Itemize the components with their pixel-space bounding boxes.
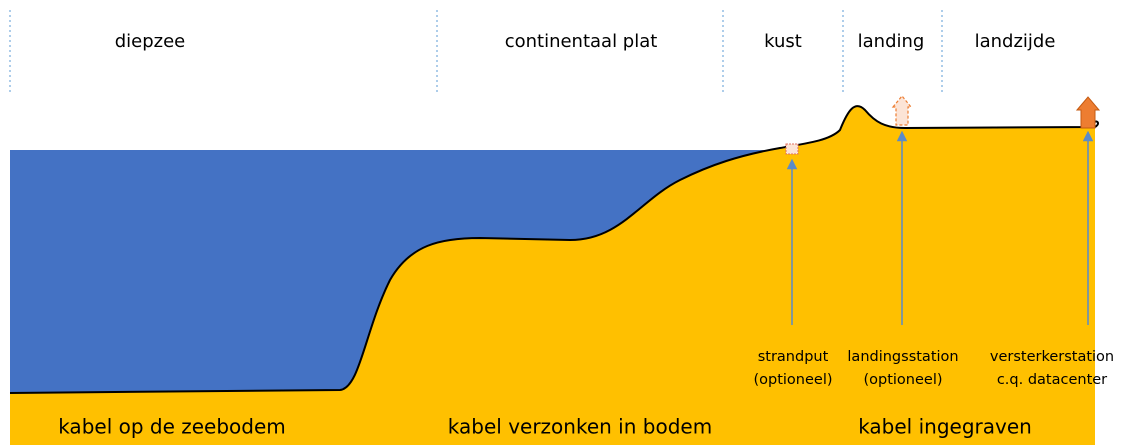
zone-label: landzijde (975, 31, 1056, 52)
marker-label: c.q. datacenter (997, 372, 1107, 388)
bottom-label: kabel ingegraven (858, 415, 1032, 439)
bottom-label: kabel verzonken in bodem (448, 415, 712, 439)
zone-label: continentaal plat (505, 31, 658, 52)
bottom-label: kabel op de zeebodem (58, 415, 286, 439)
marker-label: (optioneel) (753, 372, 832, 388)
diagram: diepzee continentaal plat kust landing l… (0, 0, 1122, 445)
landing-station-icon (893, 96, 911, 125)
marker-label: versterkerstation (990, 349, 1114, 365)
zone-label: diepzee (115, 31, 186, 52)
zone-label: landing (858, 31, 925, 52)
marker-label: landingsstation (847, 349, 958, 365)
marker-label: strandput (758, 349, 829, 365)
versterker-station-icon (1077, 97, 1099, 128)
strandput-icon (786, 144, 798, 154)
zone-label: kust (764, 31, 802, 52)
marker-label: (optioneel) (863, 372, 942, 388)
